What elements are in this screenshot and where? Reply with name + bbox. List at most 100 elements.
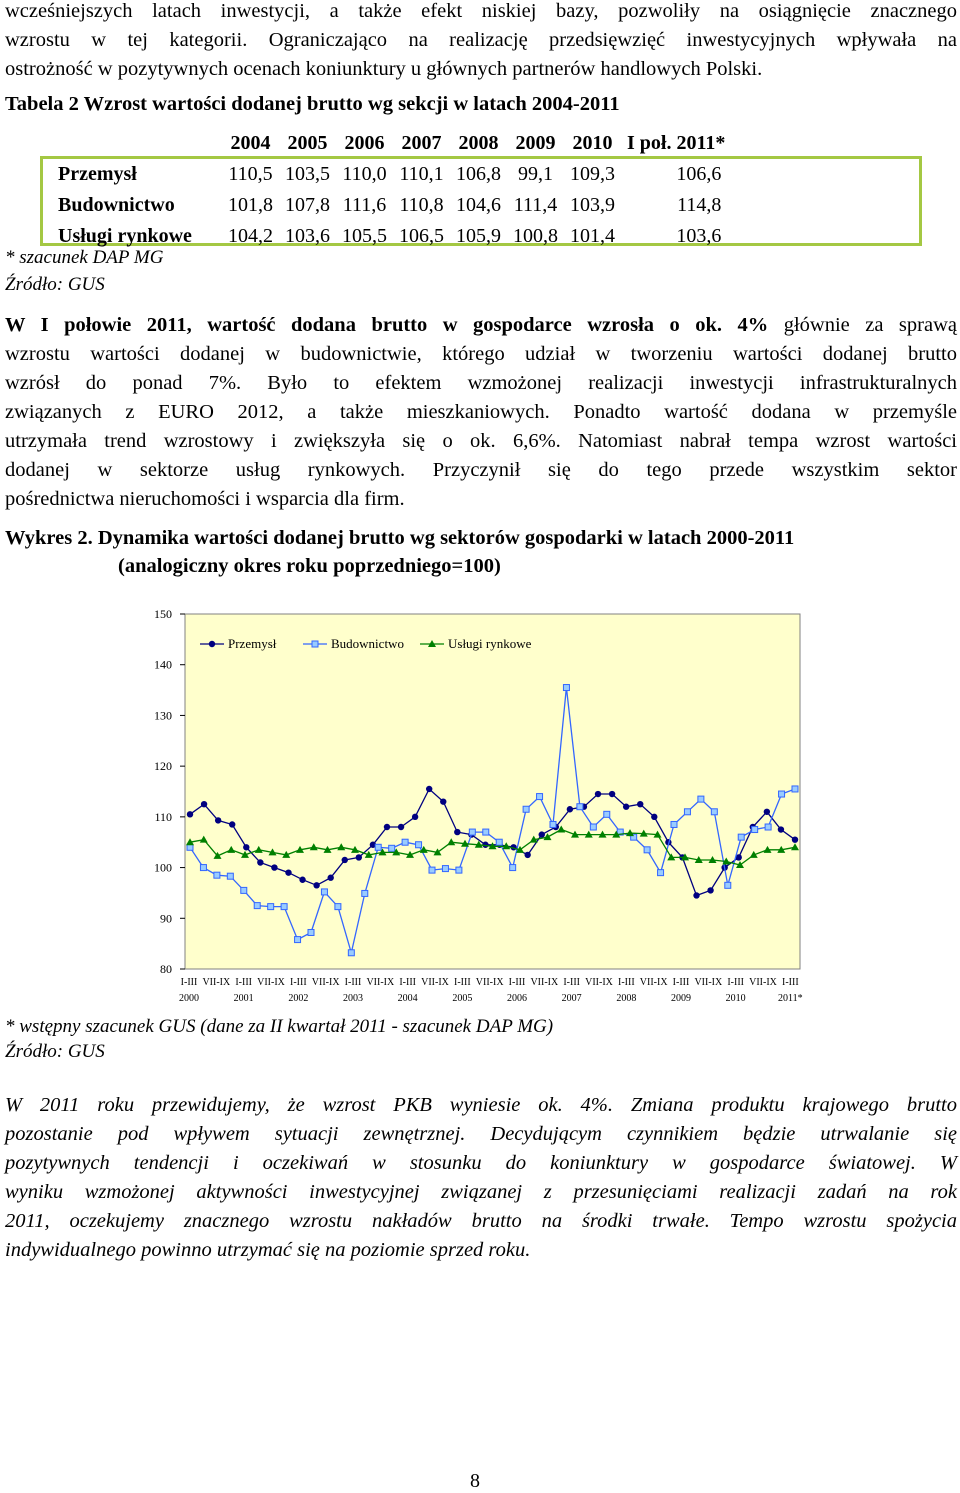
chart-title-line: Wykres 2. Dynamika wartości dodanej brut… (5, 527, 795, 549)
table-header-row: 2004 2005 2006 2007 2008 2009 2010 I poł… (40, 128, 731, 159)
data-point (777, 826, 785, 833)
data-point (763, 808, 771, 815)
x-tick-label: VII-IX (257, 977, 286, 988)
table-cell: 110,1 (399, 163, 444, 185)
table-cell: 105,9 (456, 225, 501, 247)
legend-marker (311, 640, 319, 648)
x-year-label: 2008 (616, 993, 636, 1004)
data-point (313, 882, 320, 889)
data-point (440, 798, 447, 805)
x-tick-label: VII-IX (530, 977, 559, 988)
data-point (454, 828, 461, 836)
data-point (735, 854, 742, 861)
data-point (608, 790, 616, 798)
data-point (341, 856, 348, 864)
data-point (411, 813, 419, 821)
text-line: utrzymała trend wzrostowy i zwiększyła s… (5, 430, 957, 452)
x-tick-label: VII-IX (202, 977, 231, 988)
text-line: wcześniejszych latach inwestycji, a takż… (5, 0, 957, 22)
data-point (495, 838, 503, 846)
x-tick-label: I-III (509, 977, 526, 988)
data-point (482, 828, 490, 836)
data-point (693, 892, 700, 899)
x-tick-label: I-III (235, 977, 252, 988)
table-row: Przemysł 110,5 103,5 110,0 110,1 106,8 9… (40, 159, 731, 190)
data-point (419, 845, 428, 853)
data-point (612, 830, 621, 838)
column-header: 2007 (401, 132, 442, 154)
data-point (657, 869, 665, 877)
legend-label: Budownictwo (331, 636, 404, 651)
legend-label: Usługi rynkowe (448, 636, 532, 651)
text-line: indywidualnego powinno utrzymać się na p… (5, 1239, 531, 1261)
data-point (361, 889, 369, 897)
x-tick-label: I-III (727, 977, 744, 988)
data-point (299, 876, 306, 883)
data-point (589, 823, 597, 831)
y-tick-label: 90 (160, 911, 172, 925)
legend-marker (428, 640, 436, 647)
page-number: 8 (470, 1470, 480, 1492)
data-point (378, 848, 387, 856)
data-point (737, 833, 745, 841)
text-line: pozytywnych tendencji i oczekiwań w stos… (5, 1152, 957, 1174)
data-point (241, 850, 249, 858)
data-point (285, 869, 292, 876)
value-added-table: 2004 2005 2006 2007 2008 2009 2010 I poł… (40, 128, 731, 252)
bold-lead: W I połowie 2011, wartość dodana brutto … (5, 314, 769, 336)
data-point (253, 902, 261, 910)
data-point (529, 835, 538, 843)
data-point (406, 850, 414, 858)
data-point (667, 853, 676, 861)
data-point (630, 833, 638, 841)
row-label: Usługi rynkowe (58, 225, 192, 247)
data-point (401, 838, 409, 846)
x-tick-label: VII-IX (312, 977, 341, 988)
table-row: Usługi rynkowe 104,2 103,6 105,5 106,5 1… (40, 221, 731, 252)
x-tick-label: I-III (181, 977, 198, 988)
data-point (320, 888, 328, 896)
chart-title: Wykres 2. Dynamika wartości dodanej brut… (5, 524, 794, 580)
data-point (268, 848, 277, 856)
data-point (598, 830, 607, 838)
x-tick-label: VII-IX (421, 977, 450, 988)
table-source: Źródło: GUS (5, 274, 105, 295)
y-tick-label: 130 (154, 708, 172, 722)
data-point (364, 850, 373, 858)
data-point (763, 845, 772, 853)
intro-paragraph: wcześniejszych latach inwestycji, a takż… (5, 0, 957, 84)
y-tick-label: 140 (154, 658, 172, 672)
data-point (334, 903, 342, 911)
table-cell: 101,4 (570, 225, 615, 247)
data-point (791, 843, 799, 851)
x-tick-label: I-III (454, 977, 471, 988)
data-point (461, 839, 469, 847)
x-tick-label: VII-IX (749, 977, 778, 988)
y-tick-label: 100 (154, 861, 172, 875)
data-point (653, 830, 662, 838)
data-point (643, 846, 651, 854)
table-cell: 106,5 (399, 225, 444, 247)
paragraph-2: W 2011 roku przewidujemy, że wzrost PKB … (5, 1091, 957, 1265)
data-point (694, 855, 703, 863)
data-point (724, 881, 732, 889)
table-cell: 111,6 (342, 194, 387, 216)
data-point (637, 800, 644, 808)
column-header: 2006 (344, 132, 385, 154)
x-tick-label: I-III (782, 977, 799, 988)
data-point (751, 826, 759, 834)
text-line: pozostanie pod wpływem sytuacji zewnętrz… (5, 1123, 957, 1145)
paragraph-1: W I połowie 2011, wartość dodana brutto … (5, 311, 957, 514)
data-point (683, 808, 691, 816)
table-cell: 106,8 (456, 163, 501, 185)
data-point (557, 825, 566, 833)
table-row: Budownictwo 101,8 107,8 111,6 110,8 104,… (40, 190, 731, 221)
x-year-label: 2003 (343, 993, 363, 1004)
data-point (522, 805, 530, 813)
data-point (566, 806, 574, 813)
data-point (549, 820, 557, 828)
text-line: 2011, oczekujemy znacznego wzrostu nakła… (5, 1210, 957, 1232)
table-border (40, 156, 922, 246)
data-point (327, 874, 334, 881)
text-line: związanych z EURO 2012, a także mieszkan… (5, 401, 957, 423)
